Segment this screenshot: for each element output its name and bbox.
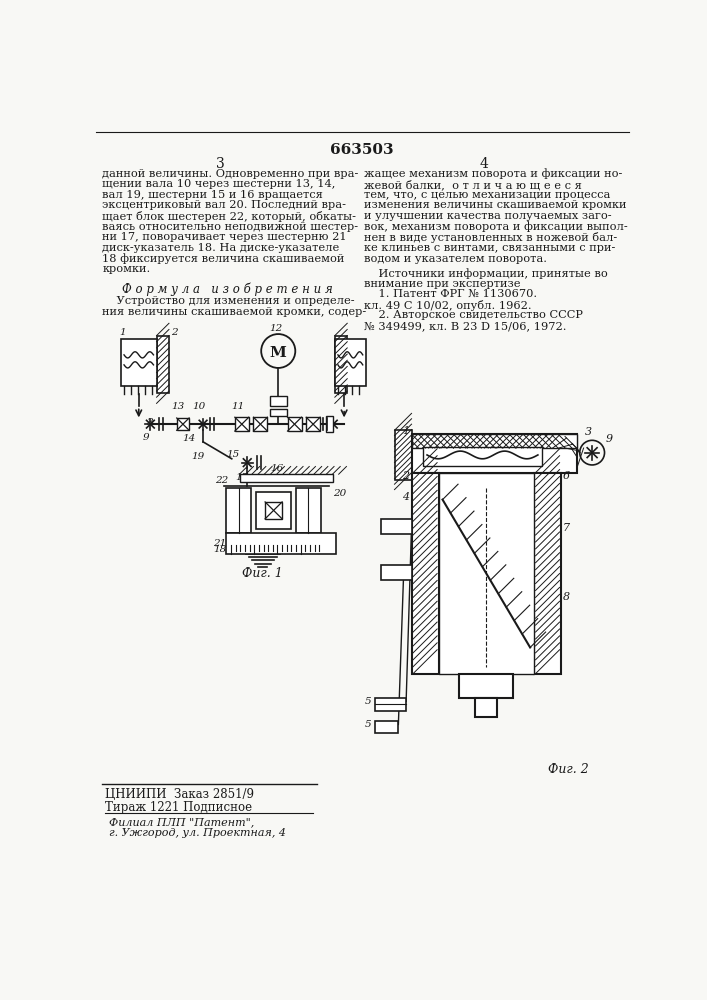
Text: 17: 17 [235, 473, 249, 482]
Text: 7: 7 [563, 523, 570, 533]
Bar [121, 339, 156, 386]
Bar [156, 336, 169, 393]
Text: 6: 6 [563, 471, 570, 481]
Text: 3: 3 [585, 427, 592, 437]
Text: щает блок шестерен 22, который, обкаты-: щает блок шестерен 22, который, обкаты- [103, 211, 356, 222]
Text: 8: 8 [563, 592, 570, 602]
Bar [226, 488, 251, 533]
Text: и улучшении качества получаемых заго-: и улучшении качества получаемых заго- [363, 211, 611, 221]
Text: данной величины. Одновременно при вра-: данной величины. Одновременно при вра- [103, 169, 358, 179]
Text: внимание при экспертизе: внимание при экспертизе [363, 279, 520, 289]
Bar [423, 447, 542, 466]
Text: 4: 4 [479, 157, 488, 171]
Text: 1: 1 [402, 426, 409, 436]
Bar [265, 502, 282, 519]
Bar [253, 417, 267, 431]
Text: 15: 15 [226, 450, 240, 459]
Text: 1: 1 [119, 328, 126, 337]
Bar [256, 492, 291, 529]
Bar [411, 434, 577, 473]
Bar [235, 417, 249, 431]
Bar [380, 519, 411, 534]
Bar [306, 417, 320, 431]
Text: 9: 9 [143, 433, 149, 442]
Text: эксцентриковый вал 20. Последний вра-: эксцентриковый вал 20. Последний вра- [103, 200, 346, 210]
Text: изменения величины скашиваемой кромки: изменения величины скашиваемой кромки [363, 200, 626, 210]
Text: 3: 3 [146, 418, 153, 427]
Text: 5: 5 [365, 720, 371, 729]
Bar [534, 473, 561, 674]
Text: ке клиньев с винтами, связанными с при-: ке клиньев с винтами, связанными с при- [363, 243, 615, 253]
Text: жащее механизм поворота и фиксации но-: жащее механизм поворота и фиксации но- [363, 169, 622, 179]
Text: вок, механизм поворота и фиксации выпол-: вок, механизм поворота и фиксации выпол- [363, 222, 627, 232]
Bar [296, 488, 321, 533]
Text: Филиал ПЛП "Патент",: Филиал ПЛП "Патент", [110, 818, 255, 828]
Text: ЦНИИПИ  Заказ 2851/9: ЦНИИПИ Заказ 2851/9 [105, 788, 255, 801]
Text: 14: 14 [182, 434, 195, 443]
Bar [270, 396, 287, 406]
Text: 2. Авторское свидетельство СССР: 2. Авторское свидетельство СССР [363, 310, 583, 320]
Text: 21: 21 [213, 539, 226, 548]
Bar [380, 565, 411, 580]
Bar [288, 417, 301, 431]
Text: ваясь относительно неподвижной шестер-: ваясь относительно неподвижной шестер- [103, 222, 358, 232]
Text: диск-указатель 18. На диске-указателе: диск-указатель 18. На диске-указателе [103, 243, 339, 253]
Text: водом и указателем поворота.: водом и указателем поворота. [363, 254, 547, 264]
Text: Ф о р м у л а   и з о б р е т е н и я: Ф о р м у л а и з о б р е т е н и я [122, 282, 332, 296]
Text: Фиг. 2: Фиг. 2 [549, 763, 589, 776]
Text: 18 фиксируется величина скашиваемой: 18 фиксируется величина скашиваемой [103, 254, 345, 264]
Bar [240, 474, 332, 482]
Bar [226, 533, 337, 554]
Bar [375, 698, 406, 711]
Text: нен в виде установленных в ножевой бал-: нен в виде установленных в ножевой бал- [363, 232, 617, 243]
Text: 9: 9 [606, 434, 613, 444]
Bar [411, 434, 577, 448]
Text: жевой балки,  о т л и ч а ю щ е е с я: жевой балки, о т л и ч а ю щ е е с я [363, 179, 581, 190]
Text: Тираж 1221 Подписное: Тираж 1221 Подписное [105, 801, 252, 814]
Bar [411, 473, 438, 674]
Text: 4: 4 [402, 492, 409, 502]
Text: ния величины скашиваемой кромки, содер-: ния величины скашиваемой кромки, содер- [103, 307, 366, 317]
Bar [375, 721, 398, 733]
Text: 5: 5 [365, 697, 371, 706]
Text: 3: 3 [216, 157, 225, 171]
Text: Устройство для изменения и определе-: Устройство для изменения и определе- [103, 296, 355, 306]
Text: ни 17, поворачивает через шестерню 21: ни 17, поворачивает через шестерню 21 [103, 232, 347, 242]
Text: 12: 12 [269, 324, 283, 333]
Text: Источники информации, принятые во: Источники информации, принятые во [363, 268, 607, 279]
Text: 10: 10 [192, 402, 206, 411]
Text: M: M [270, 346, 286, 360]
Text: 22: 22 [215, 476, 228, 485]
Text: 20: 20 [333, 489, 346, 498]
Text: кл. 49 С 10/02, опубл. 1962.: кл. 49 С 10/02, опубл. 1962. [363, 300, 531, 311]
Bar [460, 674, 513, 698]
Text: 16: 16 [271, 464, 284, 473]
Bar [395, 430, 411, 480]
Bar [177, 418, 189, 430]
Text: 18: 18 [213, 545, 226, 554]
Text: Фиг. 1: Фиг. 1 [242, 567, 282, 580]
Text: щении вала 10 через шестерни 13, 14,: щении вала 10 через шестерни 13, 14, [103, 179, 336, 189]
Bar [335, 339, 366, 386]
Text: вал 19, шестерни 15 и 16 вращается: вал 19, шестерни 15 и 16 вращается [103, 190, 323, 200]
Text: г. Ужгород, ул. Проектная, 4: г. Ужгород, ул. Проектная, 4 [110, 828, 286, 838]
Bar [270, 409, 287, 416]
Bar [335, 336, 347, 393]
Text: 2: 2 [171, 328, 178, 337]
Bar [438, 473, 534, 674]
Text: 11: 11 [231, 402, 245, 411]
Text: кромки.: кромки. [103, 264, 151, 274]
Text: № 349499, кл. В 23 D 15/06, 1972.: № 349499, кл. В 23 D 15/06, 1972. [363, 321, 566, 331]
Text: 663503: 663503 [330, 143, 394, 157]
Text: 19: 19 [192, 452, 204, 461]
Text: 1. Патент ФРГ № 1130670.: 1. Патент ФРГ № 1130670. [363, 289, 537, 299]
Bar [325, 416, 333, 432]
Text: тем, что, с целью механизации процесса: тем, что, с целью механизации процесса [363, 190, 610, 200]
Text: 2: 2 [402, 471, 409, 481]
Text: 13: 13 [171, 402, 184, 411]
Bar [476, 698, 497, 717]
